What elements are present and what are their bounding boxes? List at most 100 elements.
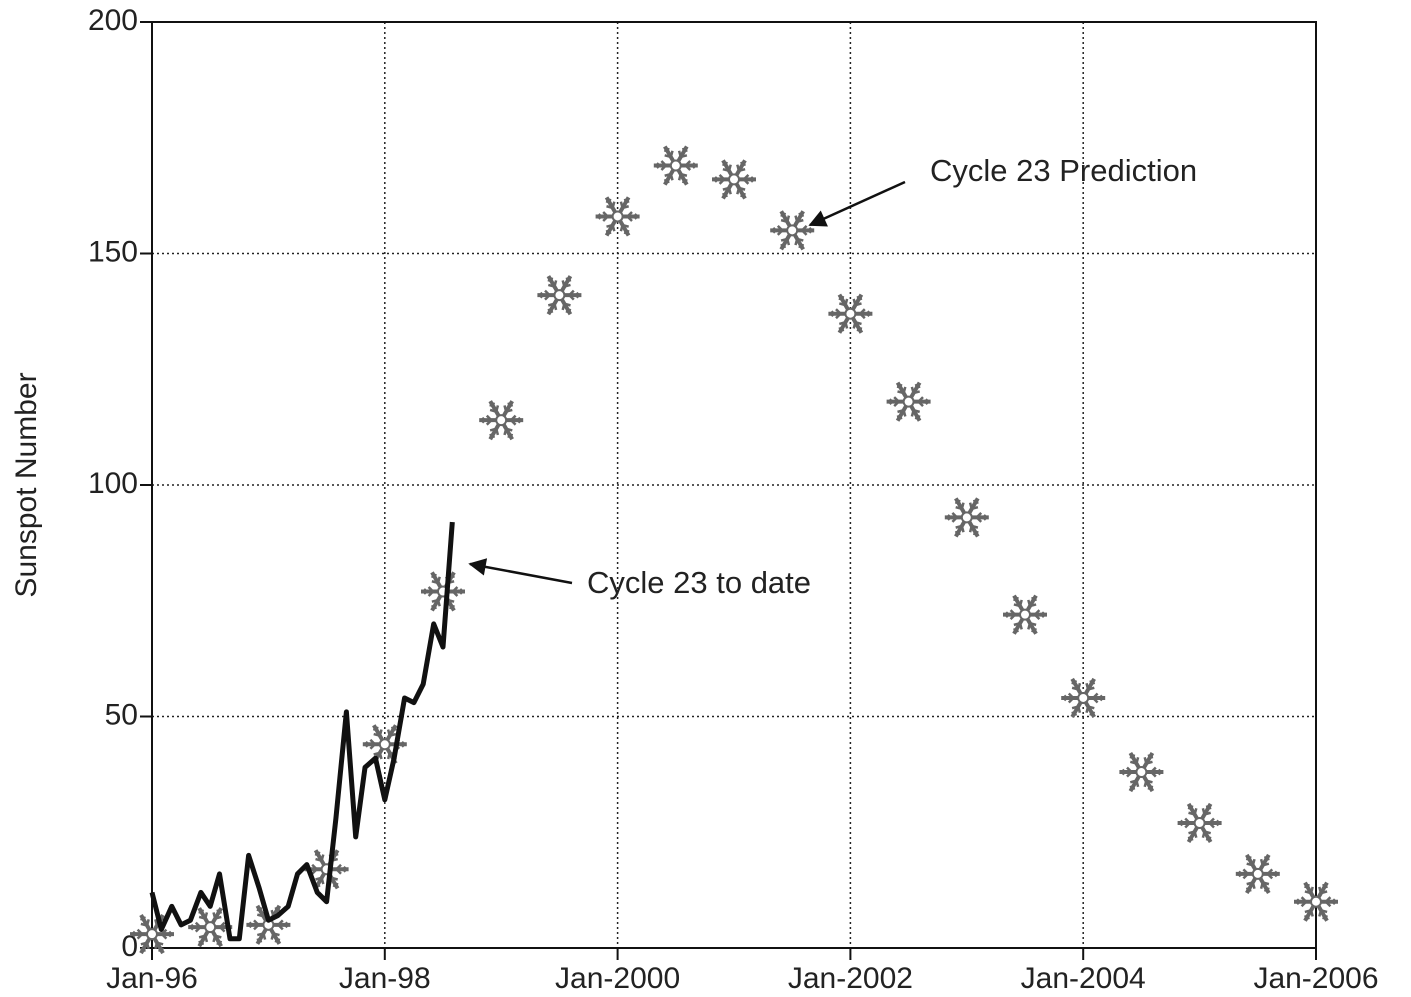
flake-branch <box>664 172 672 177</box>
x-tick-label: Jan-2002 <box>788 962 913 995</box>
flake-branch <box>1129 760 1137 765</box>
flake-branch <box>740 193 744 198</box>
flake-center <box>204 921 217 934</box>
flake-branch <box>1263 887 1268 892</box>
flake-branch <box>1205 805 1210 810</box>
flake-branch <box>838 297 843 301</box>
flake-center <box>960 511 973 524</box>
flake-branch <box>495 405 500 412</box>
flake-branch <box>1098 697 1104 702</box>
flake-branch <box>740 161 744 166</box>
flake-branch <box>449 605 453 610</box>
flake-branch <box>714 178 719 183</box>
flake-branch <box>262 933 267 940</box>
flake-branch <box>1089 680 1093 685</box>
flake-branch <box>1193 831 1198 839</box>
flake-branch <box>910 386 915 394</box>
flake-branch <box>373 732 381 737</box>
flake-branch <box>897 409 904 414</box>
flake-branch <box>924 398 929 403</box>
flake-branch <box>315 857 322 862</box>
flake-branch <box>772 229 777 234</box>
flake-branch <box>1207 806 1212 810</box>
flake-branch <box>505 408 513 413</box>
flake-branch <box>1262 862 1270 867</box>
flake-branch <box>1259 882 1264 889</box>
x-tick-label: Jan-2006 <box>1253 962 1378 995</box>
flake-branch <box>452 586 459 593</box>
flake-branch <box>372 727 377 732</box>
snowflake-point <box>1177 802 1222 844</box>
flake-branch <box>1179 819 1184 824</box>
flake-branch <box>564 283 571 288</box>
flake-branch <box>253 923 260 931</box>
flake-branch <box>626 215 633 222</box>
flake-branch <box>1331 898 1336 903</box>
flake-branch <box>913 390 921 395</box>
flake-branch <box>1157 768 1162 773</box>
flake-branch <box>154 942 159 950</box>
flake-branch <box>1034 613 1041 621</box>
flake-branch <box>1190 805 1194 810</box>
flake-branch <box>1300 896 1307 903</box>
flake-branch <box>677 150 682 158</box>
flake-branch <box>1032 598 1037 602</box>
flake-branch <box>1015 596 1019 601</box>
flake-branch <box>491 434 496 439</box>
flake-branch <box>1304 914 1309 919</box>
flake-branch <box>786 238 791 246</box>
flake-branch <box>1143 780 1148 788</box>
flake-branch <box>436 599 441 607</box>
flake-branch <box>722 167 730 173</box>
flake-branch <box>154 919 159 926</box>
flake-branch <box>855 321 862 326</box>
flake-branch <box>1029 603 1037 608</box>
flake-branch <box>1296 898 1301 903</box>
flake-branch <box>198 934 206 939</box>
flake-branch <box>951 512 958 519</box>
flake-branch <box>1131 754 1136 759</box>
flake-branch <box>390 726 395 731</box>
flake-branch <box>896 385 901 389</box>
flake-branch <box>452 590 459 597</box>
flake-branch <box>373 751 381 756</box>
flake-branch <box>553 303 558 311</box>
flake-center <box>728 173 740 186</box>
flake-branch <box>270 933 275 940</box>
flake-branch <box>780 218 788 223</box>
annotation: Cycle 23 Prediction <box>930 153 1197 188</box>
flake-branch <box>1237 873 1243 878</box>
flake-branch <box>914 383 919 388</box>
flake-branch <box>342 865 347 871</box>
flake-branch <box>1031 628 1035 633</box>
flake-branch <box>507 402 511 407</box>
flake-branch <box>893 396 900 403</box>
flake-center <box>1193 816 1206 829</box>
flake-branch <box>982 514 987 519</box>
flake-branch <box>724 193 728 198</box>
flake-branch <box>1237 870 1243 875</box>
flake-branch <box>1325 900 1332 908</box>
flake-center <box>786 224 799 237</box>
flake-branch <box>1201 807 1206 815</box>
flake-branch <box>400 740 405 746</box>
flake-branch <box>458 588 463 593</box>
flake-branch <box>743 178 750 185</box>
flake-branch <box>194 921 202 929</box>
flake-branch <box>1215 822 1220 827</box>
flake-branch <box>623 230 628 235</box>
flake-branch <box>1184 817 1191 824</box>
flake-branch <box>968 502 973 510</box>
flake-branch <box>258 938 263 943</box>
flake-branch <box>1320 890 1328 895</box>
flake-branch <box>277 919 284 926</box>
flake-branch <box>161 933 168 940</box>
flake-branch <box>1063 694 1068 699</box>
flake-branch <box>549 277 554 282</box>
flake-branch <box>1266 873 1274 880</box>
annotation-arrow <box>468 558 573 585</box>
flake-branch <box>386 729 391 737</box>
flake-branch <box>561 303 566 311</box>
flake-branch <box>800 243 805 247</box>
